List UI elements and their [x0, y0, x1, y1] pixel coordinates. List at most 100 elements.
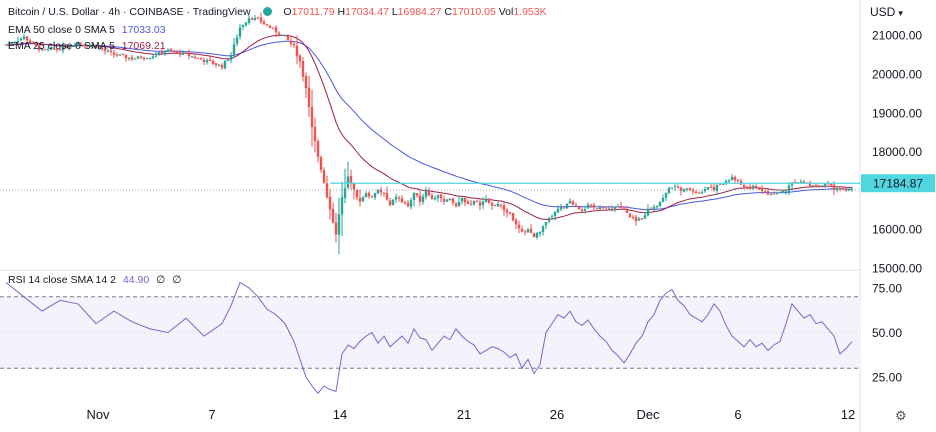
- candle: [520, 225, 524, 233]
- last-price-tag: [861, 174, 935, 193]
- candle-body: [112, 52, 116, 55]
- ohlc-close-key: C: [444, 6, 452, 18]
- candle-body: [571, 201, 575, 205]
- candle: [310, 89, 314, 147]
- candle: [637, 217, 641, 222]
- candle: [175, 50, 179, 53]
- candle-body: [655, 205, 659, 208]
- candle: [31, 41, 35, 44]
- candle-body: [661, 197, 665, 202]
- candle: [427, 187, 431, 197]
- rsi-tick-label: 50.00: [872, 326, 902, 340]
- candle-body: [196, 57, 200, 59]
- price-tick-label: 15000.00: [872, 262, 922, 276]
- candle-body: [490, 202, 494, 206]
- candle: [652, 204, 656, 212]
- price-tick-label: 20000.00: [872, 67, 922, 81]
- candle: [412, 192, 416, 207]
- candle-body: [322, 170, 326, 183]
- candle-body: [850, 188, 854, 190]
- candle-body: [307, 87, 311, 108]
- candle: [535, 231, 539, 240]
- candle: [73, 42, 77, 47]
- candle-body: [58, 49, 62, 51]
- candle-body: [526, 229, 530, 233]
- candle: [571, 199, 575, 205]
- candle-body: [97, 47, 101, 49]
- candle: [214, 62, 218, 68]
- candle: [514, 218, 518, 230]
- candle-body: [568, 200, 572, 204]
- candle: [532, 232, 536, 238]
- candle-body: [691, 189, 695, 192]
- candle: [430, 192, 434, 200]
- candle: [550, 214, 554, 219]
- time-axis[interactable]: Nov 7 14 21 26 Dec 6 12: [86, 407, 855, 422]
- candle: [268, 24, 272, 28]
- ohlc-low: 16984.27: [397, 6, 442, 18]
- candle: [748, 183, 752, 190]
- candle-body: [166, 49, 170, 52]
- candle: [820, 185, 824, 187]
- candle-body: [808, 182, 812, 186]
- candle-body: [595, 208, 599, 210]
- candle: [232, 38, 236, 59]
- candle: [661, 194, 665, 203]
- candle: [133, 57, 137, 60]
- candle: [673, 182, 677, 191]
- candle-body: [577, 207, 581, 210]
- candle: [775, 191, 779, 196]
- candle: [706, 186, 710, 190]
- candle-body: [607, 208, 611, 210]
- ohlc-close: 17010.05: [451, 6, 496, 18]
- candle: [589, 203, 593, 208]
- candle: [178, 49, 182, 58]
- rsi-legend[interactable]: RSI 14 close SMA 14 2 44.90 ∅ ∅: [8, 274, 181, 287]
- candle-body: [37, 45, 41, 50]
- candle: [538, 231, 542, 237]
- candle-body: [652, 206, 656, 210]
- candle-body: [34, 42, 38, 46]
- candle-body: [376, 189, 380, 194]
- candle-body: [241, 25, 245, 28]
- candle-body: [67, 47, 71, 49]
- ema50-legend[interactable]: EMA 50 close 0 SMA 5 17033.03: [8, 24, 166, 37]
- candle-body: [46, 49, 50, 51]
- symbol-title[interactable]: Bitcoin / U.S. Dollar · 4h · COINBASE · …: [8, 6, 251, 18]
- candle-body: [562, 207, 566, 209]
- candle-body: [379, 190, 383, 193]
- candle: [217, 64, 221, 67]
- candle: [394, 193, 398, 203]
- candle-body: [775, 192, 779, 194]
- candle: [754, 184, 758, 189]
- candle-body: [259, 17, 263, 22]
- price-axis[interactable]: 21000.00 20000.00 19000.00 18000.00 16000.00…: [872, 29, 922, 385]
- candle: [349, 169, 353, 190]
- candle-body: [76, 42, 80, 47]
- gear-icon[interactable]: ⚙: [895, 408, 907, 423]
- candle: [151, 54, 155, 60]
- candle-body: [211, 60, 215, 64]
- candle-body: [823, 183, 827, 186]
- candle-body: [199, 58, 203, 60]
- candle: [70, 45, 74, 47]
- candle: [343, 168, 347, 204]
- candle: [421, 193, 425, 205]
- candle: [841, 186, 845, 191]
- candle-body: [553, 211, 557, 217]
- candle: [304, 72, 308, 98]
- candle: [109, 47, 113, 56]
- candle: [436, 194, 440, 203]
- candle: [799, 179, 803, 184]
- currency-selector[interactable]: USD ▾: [870, 5, 903, 19]
- candle-body: [244, 22, 248, 26]
- candle-body: [265, 24, 269, 26]
- candle-body: [250, 18, 254, 20]
- candle: [631, 214, 635, 220]
- candle: [817, 184, 821, 188]
- ema25-legend[interactable]: EMA 25 close 0 SMA 5 17069.21: [8, 40, 166, 53]
- candle-body: [328, 196, 332, 210]
- candle-body: [463, 198, 467, 203]
- candle-body: [670, 187, 674, 189]
